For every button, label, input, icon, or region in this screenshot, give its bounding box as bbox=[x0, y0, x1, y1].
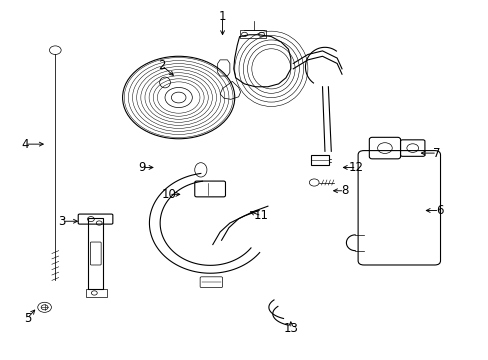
Text: 6: 6 bbox=[435, 204, 443, 217]
Text: 10: 10 bbox=[161, 188, 176, 201]
Text: 4: 4 bbox=[21, 138, 29, 150]
Text: 3: 3 bbox=[58, 215, 65, 228]
Text: 12: 12 bbox=[348, 161, 364, 174]
Text: 5: 5 bbox=[24, 311, 31, 325]
Text: 13: 13 bbox=[283, 322, 298, 335]
Text: 9: 9 bbox=[138, 161, 145, 174]
Text: 8: 8 bbox=[340, 184, 347, 197]
Text: 1: 1 bbox=[218, 10, 226, 23]
Text: 7: 7 bbox=[432, 147, 440, 159]
Text: 11: 11 bbox=[254, 210, 268, 222]
Text: 2: 2 bbox=[158, 59, 165, 72]
